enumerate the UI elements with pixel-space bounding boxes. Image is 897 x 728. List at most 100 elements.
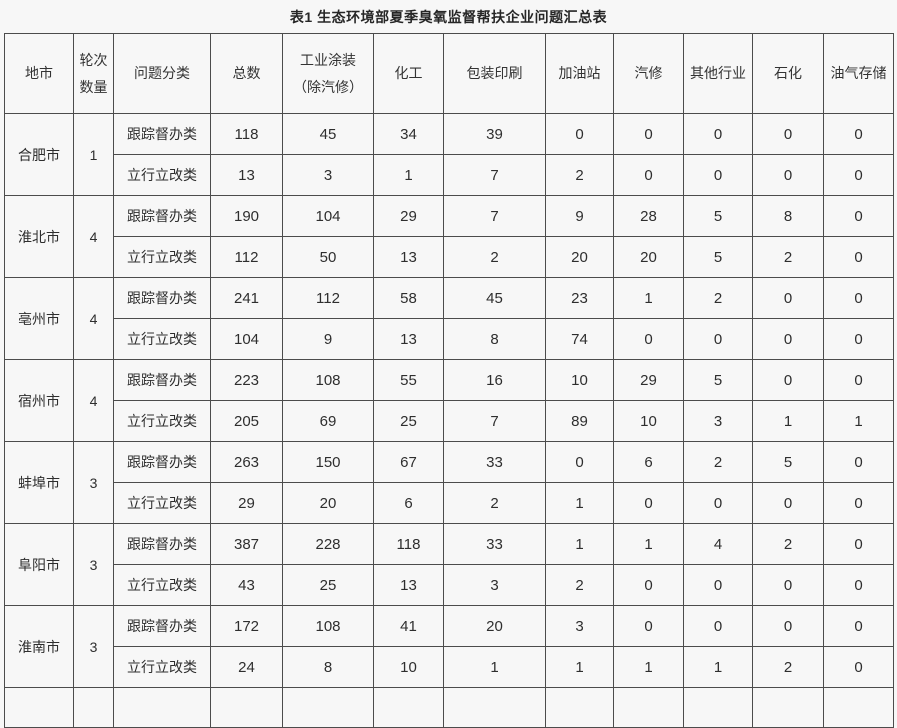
value-cell-chemical: 25 (373, 400, 444, 442)
value-cell-petrochemical: 8 (752, 195, 824, 237)
value-cell-chemical: 41 (373, 605, 444, 647)
value-cell-packaging-printing: 20 (443, 605, 546, 647)
value-cell-gas-station: 0 (545, 113, 614, 155)
value-cell-gas-station: 1 (545, 482, 614, 524)
city-cell: 阜阳市 (4, 523, 74, 606)
table-row: 合肥市 1 跟踪督办类 118 45 34 39 0 0 0 0 0 (4, 113, 894, 196)
table-body: 合肥市 1 跟踪督办类 118 45 34 39 0 0 0 0 0 立行立改类 13 3 1 7 2 0 0 0 0 淮北… (4, 113, 894, 728)
table-row: 宿州市 4 跟踪督办类 223 108 55 16 10 29 5 0 0 (4, 359, 894, 442)
table-row: 立行立改类 112 50 13 2 20 20 5 2 0 (5, 236, 894, 278)
problem-category-cell: 跟踪督办类 (113, 195, 211, 237)
value-cell-total: 43 (210, 564, 283, 606)
table-title: 表1 生态环境部夏季臭氧监督帮扶企业问题汇总表 (289, 8, 608, 25)
value-cell-chemical: 34 (373, 113, 444, 155)
table-row: 立行立改类 104 9 13 8 74 0 0 0 0 (5, 318, 894, 360)
value-cell-total: 241 (210, 277, 283, 319)
problem-category-cell: 跟踪督办类 (113, 441, 211, 483)
column-header-line: 加油站 (558, 65, 601, 82)
value-cell-gas-station: 2 (545, 564, 614, 606)
column-header-city: 地市 (4, 33, 74, 114)
empty-cell (823, 687, 894, 728)
table-row: 亳州市 4 跟踪督办类 241 112 58 45 23 1 2 0 0 (4, 277, 894, 360)
value-cell-auto-repair: 0 (613, 318, 684, 360)
value-cell-oil-gas-storage: 0 (823, 523, 894, 565)
value-cell-total: 13 (210, 154, 283, 196)
problem-category-cell: 立行立改类 (113, 482, 211, 524)
rounds-count-cell: 4 (73, 359, 114, 442)
value-cell-total: 112 (210, 236, 283, 278)
empty-cell (613, 687, 684, 728)
column-header-category: 问题分类 (113, 33, 211, 114)
value-cell-auto-repair: 0 (613, 154, 684, 196)
value-cell-industrial-coating: 104 (282, 195, 374, 237)
value-cell-chemical: 6 (373, 482, 444, 524)
table-row: 立行立改类 24 8 10 1 1 1 1 2 0 (5, 646, 894, 688)
value-cell-industrial-coating: 112 (282, 277, 374, 319)
value-cell-total: 263 (210, 441, 283, 483)
problem-category-cell: 跟踪督办类 (113, 277, 211, 319)
value-cell-packaging-printing: 45 (443, 277, 546, 319)
value-cell-gas-station: 3 (545, 605, 614, 647)
value-cell-other-industries: 5 (683, 236, 753, 278)
value-cell-chemical: 1 (373, 154, 444, 196)
table-row: 立行立改类 13 3 1 7 2 0 0 0 0 (5, 154, 894, 196)
value-cell-oil-gas-storage: 0 (823, 154, 894, 196)
empty-cell (4, 687, 74, 728)
value-cell-industrial-coating: 25 (282, 564, 374, 606)
value-cell-petrochemical: 2 (752, 646, 824, 688)
table-row: 立行立改类 29 20 6 2 1 0 0 0 0 (5, 482, 894, 524)
value-cell-oil-gas-storage: 0 (823, 646, 894, 688)
column-header-auto-repair: 汽修 (613, 33, 684, 114)
value-cell-petrochemical: 0 (752, 113, 824, 155)
value-cell-other-industries: 4 (683, 523, 753, 565)
column-header-line: 地市 (25, 65, 53, 82)
problem-category-cell: 立行立改类 (113, 236, 211, 278)
value-cell-petrochemical: 1 (752, 400, 824, 442)
value-cell-industrial-coating: 108 (282, 605, 374, 647)
value-cell-auto-repair: 1 (613, 523, 684, 565)
value-cell-industrial-coating: 20 (282, 482, 374, 524)
empty-cell (113, 687, 211, 728)
value-cell-other-industries: 3 (683, 400, 753, 442)
value-cell-oil-gas-storage: 0 (823, 318, 894, 360)
column-header-line: 包装印刷 (466, 65, 523, 82)
value-cell-petrochemical: 0 (752, 605, 824, 647)
column-header-line: 总数 (232, 65, 261, 82)
empty-cell (73, 687, 114, 728)
rounds-count-cell: 3 (73, 523, 114, 606)
value-cell-packaging-printing: 2 (443, 236, 546, 278)
problem-category-cell: 立行立改类 (113, 646, 211, 688)
value-cell-industrial-coating: 108 (282, 359, 374, 401)
value-cell-packaging-printing: 2 (443, 482, 546, 524)
empty-cell (443, 687, 546, 728)
value-cell-industrial-coating: 69 (282, 400, 374, 442)
value-cell-oil-gas-storage: 0 (823, 195, 894, 237)
value-cell-chemical: 67 (373, 441, 444, 483)
table-row: 阜阳市 3 跟踪督办类 387 228 118 33 1 1 4 2 0 (4, 523, 894, 606)
value-cell-total: 190 (210, 195, 283, 237)
value-cell-other-industries: 5 (683, 359, 753, 401)
column-header-line: 轮次 (79, 51, 108, 68)
value-cell-oil-gas-storage: 0 (823, 564, 894, 606)
table-row: 立行立改类 205 69 25 7 89 10 3 1 1 (5, 400, 894, 442)
value-cell-petrochemical: 0 (752, 318, 824, 360)
table-row-partial (4, 687, 894, 728)
value-cell-auto-repair: 0 (613, 605, 684, 647)
value-cell-petrochemical: 0 (752, 359, 824, 401)
rounds-count-cell: 3 (73, 441, 114, 524)
value-cell-total: 118 (210, 113, 283, 155)
value-cell-gas-station: 9 (545, 195, 614, 237)
problem-category-cell: 立行立改类 (113, 400, 211, 442)
value-cell-auto-repair: 0 (613, 482, 684, 524)
column-header-packaging-printing: 包装印刷 (443, 33, 546, 114)
column-header-other-industries: 其他行业 (683, 33, 753, 114)
value-cell-auto-repair: 1 (613, 646, 684, 688)
problem-category-cell: 立行立改类 (113, 154, 211, 196)
value-cell-packaging-printing: 7 (443, 400, 546, 442)
column-header-line: 化工 (394, 65, 423, 82)
value-cell-industrial-coating: 228 (282, 523, 374, 565)
value-cell-chemical: 10 (373, 646, 444, 688)
value-cell-other-industries: 0 (683, 318, 753, 360)
value-cell-total: 29 (210, 482, 283, 524)
header-row: 地市 轮次 数量 问题分类 总数 工业涂装 （除汽修） 化工 包装印刷 加油站 汽修 其他行业 石化 油气… (4, 33, 894, 114)
